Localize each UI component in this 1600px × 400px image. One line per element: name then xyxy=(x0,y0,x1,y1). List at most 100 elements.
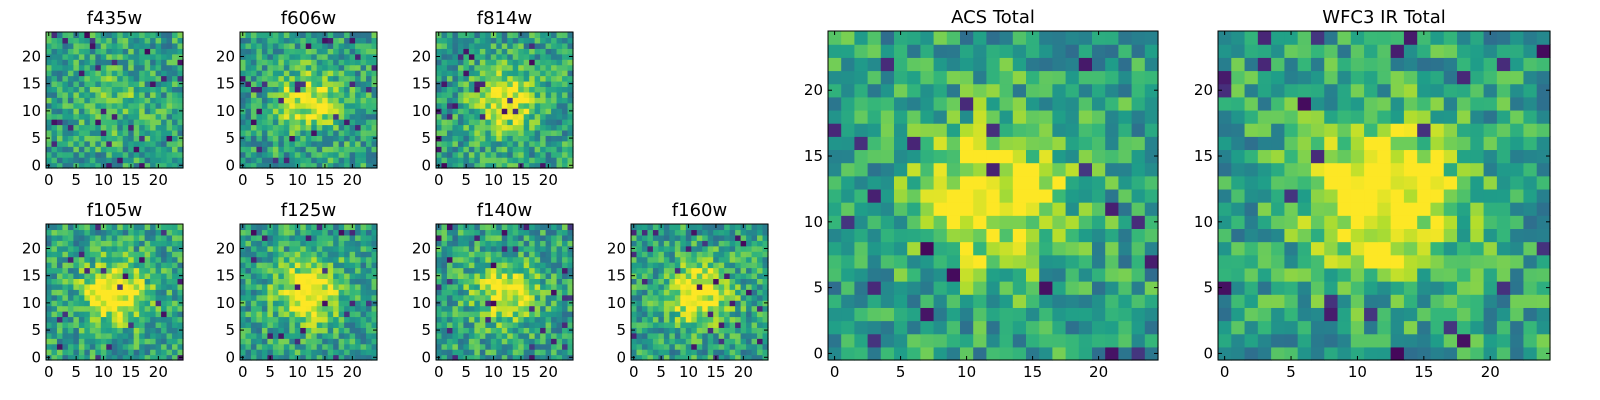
heatmap-cell xyxy=(327,70,334,77)
heatmap-cell xyxy=(894,162,908,177)
heatmap-cell xyxy=(333,124,340,131)
heatmap-cell xyxy=(518,108,525,115)
heatmap-cell xyxy=(267,234,274,241)
heatmap-cell xyxy=(73,102,80,109)
heatmap-cell xyxy=(161,119,168,126)
heatmap-cell xyxy=(920,307,935,322)
heatmap-cell xyxy=(523,146,530,153)
heatmap-cell xyxy=(150,305,157,312)
heatmap-cell xyxy=(56,42,64,49)
heatmap-cell xyxy=(46,240,53,247)
heatmap-cell xyxy=(139,102,146,109)
heatmap-cell xyxy=(338,349,345,356)
heatmap-cell xyxy=(1012,320,1027,335)
heatmap-cell xyxy=(360,305,367,312)
heatmap-cell xyxy=(567,294,574,301)
heatmap-cell xyxy=(78,229,85,236)
heatmap-cell xyxy=(349,119,356,126)
heatmap-cell xyxy=(366,240,373,247)
heatmap-cell xyxy=(463,294,470,301)
heatmap-cell xyxy=(133,59,140,66)
heatmap-cell xyxy=(78,343,85,350)
heatmap-cell xyxy=(841,175,855,190)
heatmap-cell xyxy=(322,316,329,323)
heatmap-cell xyxy=(946,307,961,322)
heatmap-cell xyxy=(133,102,140,109)
heatmap-cell xyxy=(261,327,268,334)
heatmap-cell xyxy=(144,102,151,109)
heatmap-cell xyxy=(106,151,113,158)
heatmap-cell xyxy=(155,37,162,44)
heatmap-cell xyxy=(647,321,654,328)
heatmap-cell xyxy=(479,80,486,87)
heatmap-cell xyxy=(338,327,345,334)
heatmap-cell xyxy=(128,338,135,345)
heatmap-cell xyxy=(349,278,356,285)
heatmap-cell xyxy=(128,129,135,136)
heatmap-cell xyxy=(172,283,179,290)
heatmap-cell xyxy=(452,70,459,77)
heatmap-cell xyxy=(641,354,649,361)
heatmap-cell xyxy=(322,151,329,158)
heatmap-cell xyxy=(724,338,731,345)
heatmap-cell xyxy=(894,241,908,256)
heatmap-cell xyxy=(267,316,274,323)
heatmap-cell xyxy=(1039,267,1053,282)
heatmap-cell xyxy=(56,64,64,71)
heatmap-cell xyxy=(139,343,146,350)
heatmap-cell xyxy=(371,102,378,109)
heatmap-cell xyxy=(696,267,703,274)
heatmap-cell xyxy=(652,256,659,263)
heatmap-cell xyxy=(518,229,525,236)
heatmap-cell xyxy=(311,234,318,241)
heatmap-cell xyxy=(283,91,290,98)
heatmap-cell xyxy=(1039,320,1053,335)
heatmap-cell xyxy=(349,70,356,77)
heatmap-cell xyxy=(1065,254,1080,269)
heatmap-cell xyxy=(757,300,764,307)
heatmap-cell xyxy=(338,140,345,147)
heatmap-cell xyxy=(316,267,323,274)
heatmap-cell xyxy=(240,37,247,44)
heatmap-cell xyxy=(51,294,58,301)
heatmap-cell xyxy=(327,321,334,328)
heatmap-cell xyxy=(973,228,987,243)
heatmap-cell xyxy=(1065,202,1080,216)
heatmap-cell xyxy=(56,37,64,44)
heatmap-cell xyxy=(518,102,525,109)
heatmap-cell xyxy=(973,175,987,190)
heatmap-cell xyxy=(333,129,340,136)
heatmap-cell xyxy=(724,332,731,339)
heatmap-cell xyxy=(1039,149,1053,164)
heatmap-cell xyxy=(518,64,525,71)
heatmap-cell xyxy=(496,53,503,60)
heatmap-cell xyxy=(641,224,649,231)
heatmap-cell xyxy=(150,245,157,252)
heatmap-cell xyxy=(973,202,987,216)
heatmap-cell xyxy=(496,140,503,147)
heatmap-cell xyxy=(62,140,69,147)
heatmap-cell xyxy=(111,229,118,236)
heatmap-cell xyxy=(652,267,659,274)
heatmap-cell xyxy=(122,91,129,98)
heatmap-cell xyxy=(452,300,459,307)
heatmap-cell xyxy=(240,251,247,258)
heatmap-cell xyxy=(150,140,157,147)
heatmap-cell xyxy=(261,305,268,312)
heatmap-cell xyxy=(355,119,362,126)
heatmap-cell xyxy=(757,240,764,247)
heatmap-cell xyxy=(283,294,290,301)
heatmap-cell xyxy=(84,97,91,104)
heatmap-cell xyxy=(512,256,519,263)
heatmap-cell xyxy=(746,327,753,334)
heatmap-cell xyxy=(441,229,448,236)
heatmap-cell xyxy=(652,224,659,231)
heatmap-cell xyxy=(316,354,323,361)
heatmap-cell xyxy=(507,224,514,231)
heatmap-cell xyxy=(327,311,334,318)
heatmap-cell xyxy=(267,311,274,318)
panel-title: f140w xyxy=(477,200,532,221)
heatmap-cell xyxy=(762,229,769,236)
heatmap-cell xyxy=(691,289,698,296)
heatmap-cell xyxy=(641,327,649,334)
